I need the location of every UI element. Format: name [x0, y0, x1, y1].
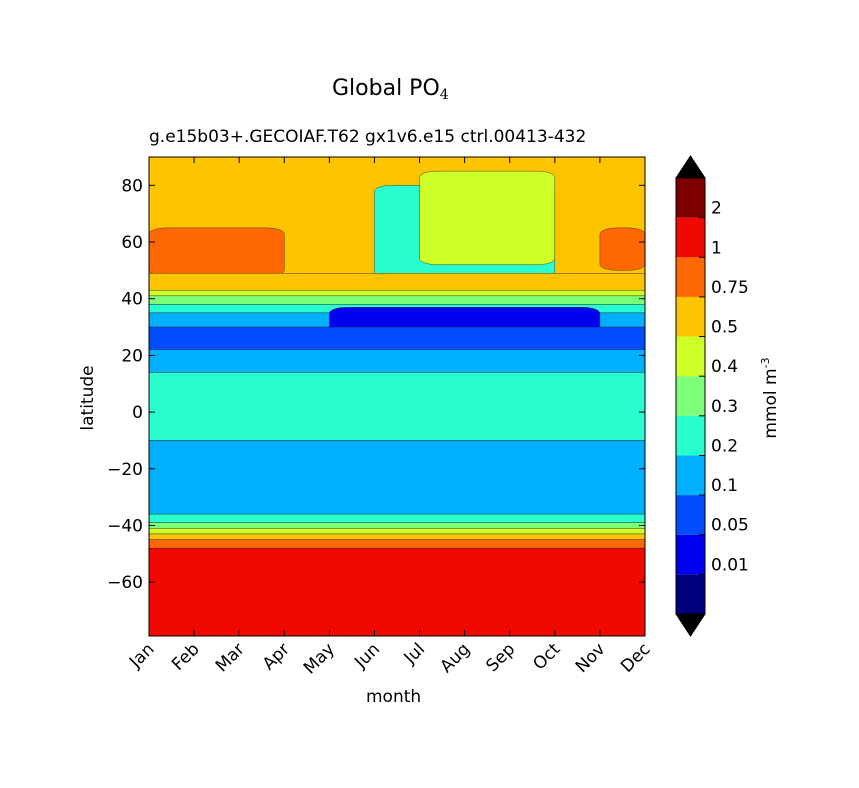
contour-band: [148, 522, 646, 529]
contour-band: [148, 326, 646, 350]
colorbar-segment: [676, 178, 705, 218]
colorbar-tick-label: 0.01: [711, 555, 749, 575]
contour-band: [419, 170, 556, 265]
plot-frame: [148, 156, 646, 637]
y-tick-label: 40: [121, 290, 143, 310]
x-tick-label: Dec: [617, 639, 654, 676]
colorbar-tick-label: 0.05: [711, 516, 749, 536]
y-tick-label: 20: [121, 346, 143, 366]
colorbar-segment: [676, 336, 705, 377]
x-tick-label: Sep: [482, 639, 519, 676]
contour-band: [148, 533, 646, 540]
plot-area: [148, 156, 646, 637]
colorbar-segment: [676, 455, 705, 496]
colorbar: 0.01 0.05 0.1 0.2 0.3 0.4 0.5 0.75 1 2: [675, 155, 749, 637]
chart-title-subscript: 4: [439, 87, 449, 103]
colorbar-segment: [676, 495, 705, 535]
contour-band: [599, 227, 646, 271]
x-axis-label: month: [366, 687, 422, 707]
x-tick-label: Jun: [350, 639, 384, 673]
chart-subtitle: g.e15b03+.GECOIAF.T62 gx1v6.e15 ctrl.004…: [149, 127, 587, 147]
x-tick-label: Oct: [529, 639, 564, 674]
contour-band: [148, 547, 646, 637]
colorbar-tick-label: 0.5: [711, 318, 738, 338]
x-tick-label: Feb: [168, 639, 203, 674]
colorbar-extend-min: [675, 613, 706, 637]
contour-band: [148, 513, 646, 523]
colorbar-tick-label: 0.2: [711, 436, 738, 456]
colorbar-tick-label: 1: [711, 238, 722, 258]
contour-band: [148, 539, 646, 549]
colorbar-tick-label: 0.75: [711, 278, 749, 298]
y-tick-label: −60: [107, 573, 143, 593]
x-tick-label: May: [300, 639, 339, 678]
colorbar-tick-label: 0.4: [711, 357, 738, 377]
chart-title-text: Global PO: [332, 76, 440, 101]
x-tick-label: Mar: [212, 639, 249, 676]
colorbar-segment: [676, 574, 705, 614]
contour-band: [148, 528, 646, 535]
contour-band: [148, 372, 646, 441]
contour-band: [148, 440, 646, 515]
colorbar-tick-label: 0.1: [711, 476, 738, 496]
colorbar-segment: [676, 296, 705, 337]
colorbar-segment: [676, 257, 705, 297]
colorbar-extend-max: [675, 155, 706, 179]
x-tick-label: Nov: [572, 639, 610, 677]
colorbar-segment: [676, 415, 705, 456]
y-tick-label: 60: [121, 233, 143, 253]
colorbar-frame: [675, 177, 706, 615]
colorbar-segment: [676, 376, 705, 416]
contour-band: [148, 227, 285, 277]
colorbar-tick-label: 2: [711, 199, 722, 219]
y-tick-label: −20: [107, 460, 143, 480]
contour-band: [148, 290, 646, 297]
contour-band: [148, 273, 646, 291]
x-tick-label: Apr: [259, 639, 294, 674]
colorbar-segment: [676, 217, 705, 258]
x-tick-label: Jul: [400, 639, 429, 668]
x-tick-label: Aug: [437, 639, 475, 677]
contour-band: [148, 349, 646, 373]
colorbar-tick-label: 0.3: [711, 397, 738, 417]
y-tick-label: 0: [132, 403, 143, 423]
contour-band: [148, 295, 646, 305]
chart-title: Global PO4: [332, 76, 449, 103]
y-tick-label: 80: [121, 176, 143, 196]
colorbar-segment: [676, 534, 705, 575]
x-tick-label: Jan: [125, 639, 158, 672]
y-tick-label: −40: [107, 516, 143, 536]
